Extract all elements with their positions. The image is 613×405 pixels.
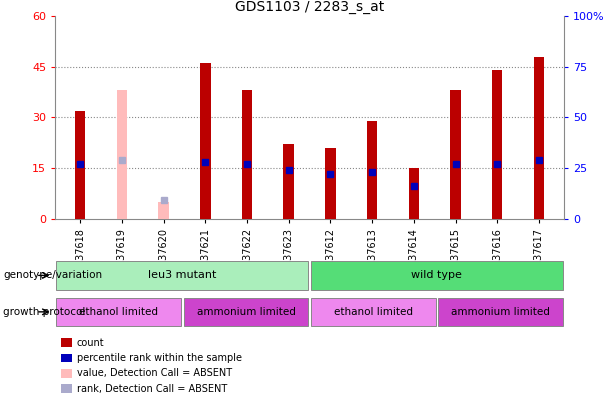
Text: growth protocol: growth protocol bbox=[3, 307, 85, 317]
Text: genotype/variation: genotype/variation bbox=[3, 271, 102, 280]
Bar bbox=[367, 121, 378, 219]
Text: count: count bbox=[77, 338, 104, 347]
Title: GDS1103 / 2283_s_at: GDS1103 / 2283_s_at bbox=[235, 0, 384, 14]
Bar bbox=[116, 90, 127, 219]
Text: leu3 mutant: leu3 mutant bbox=[148, 271, 216, 280]
Bar bbox=[75, 111, 85, 219]
Text: percentile rank within the sample: percentile rank within the sample bbox=[77, 353, 242, 363]
Text: wild type: wild type bbox=[411, 271, 462, 280]
Bar bbox=[534, 57, 544, 219]
Text: ammonium limited: ammonium limited bbox=[451, 307, 550, 317]
Bar bbox=[242, 90, 252, 219]
Text: ethanol limited: ethanol limited bbox=[79, 307, 158, 317]
Bar bbox=[492, 70, 503, 219]
Text: value, Detection Call = ABSENT: value, Detection Call = ABSENT bbox=[77, 369, 232, 378]
Text: ethanol limited: ethanol limited bbox=[333, 307, 413, 317]
Text: ammonium limited: ammonium limited bbox=[197, 307, 295, 317]
Bar bbox=[158, 202, 169, 219]
Bar bbox=[283, 145, 294, 219]
Text: rank, Detection Call = ABSENT: rank, Detection Call = ABSENT bbox=[77, 384, 227, 394]
Bar bbox=[200, 64, 210, 219]
Bar bbox=[409, 168, 419, 219]
Bar bbox=[326, 148, 336, 219]
Bar bbox=[451, 90, 461, 219]
